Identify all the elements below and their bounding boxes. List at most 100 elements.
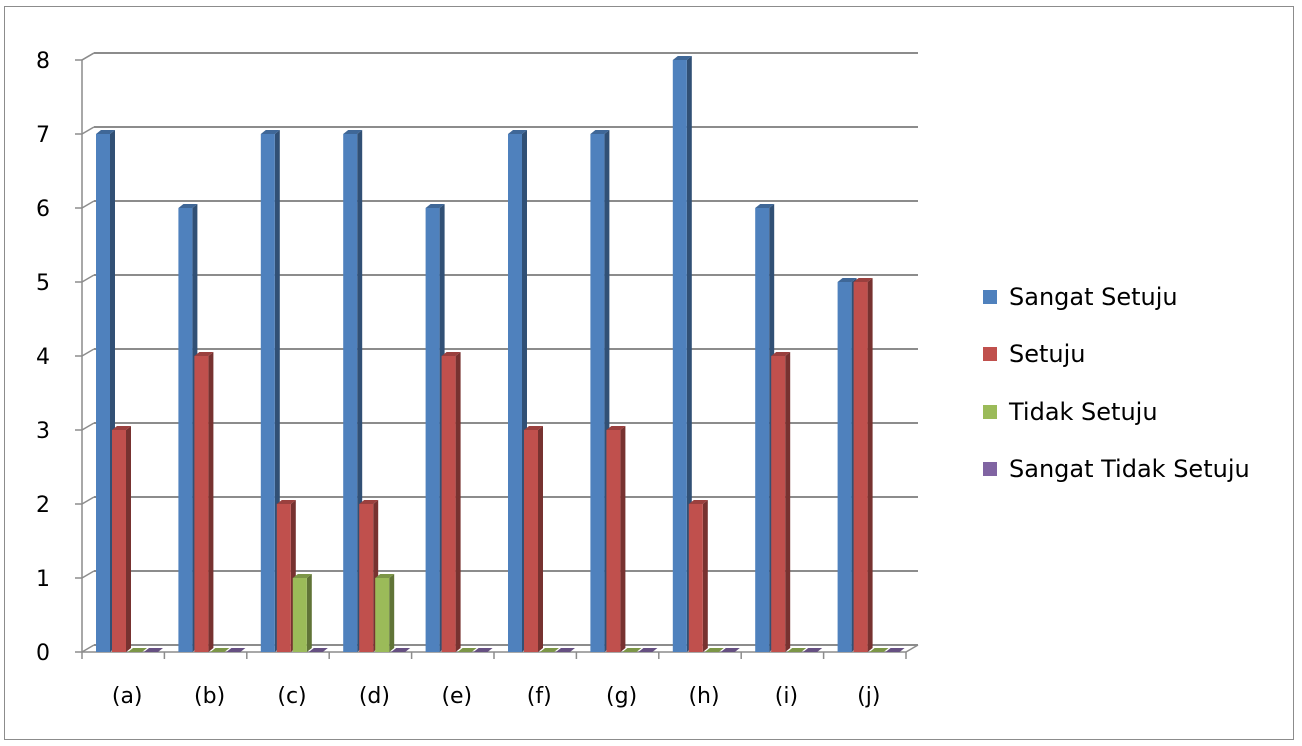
bar-setuju-b: [194, 352, 214, 652]
bar-top: [112, 426, 131, 430]
bar-sangat-tidak-setuju-d: [391, 648, 411, 652]
bar-top: [128, 648, 147, 652]
legend-label: Tidak Setuju: [1009, 397, 1158, 426]
bar-front: [359, 504, 374, 652]
bar-front: [276, 504, 291, 652]
x-axis-depth-right: [905, 644, 919, 653]
bar-tidak-setuju-e: [457, 648, 477, 652]
bar-front: [524, 430, 538, 652]
bar-top: [837, 278, 857, 282]
legend-swatch: [983, 347, 997, 362]
bar-top: [441, 352, 461, 356]
bar-front: [194, 356, 209, 652]
bar-top: [524, 426, 543, 430]
y-tick-label: 2: [36, 493, 50, 518]
bar-front: [343, 134, 358, 652]
legend: Sangat Setuju Setuju Tidak Setuju Sangat…: [983, 268, 1283, 498]
legend-item-sangat-setuju: Sangat Setuju: [983, 268, 1283, 326]
bar-setuju-f: [524, 426, 543, 652]
bar-side: [538, 426, 543, 652]
bar-top: [590, 130, 610, 134]
bar-sangat-tidak-setuju-a: [144, 648, 163, 652]
bar-top: [391, 648, 411, 652]
bar-top: [178, 204, 198, 208]
bar-top: [688, 500, 708, 504]
gridline-depth: [81, 274, 95, 283]
x-tick-label: (j): [857, 684, 880, 709]
gridline-depth: [81, 200, 95, 209]
bar-top: [508, 130, 527, 134]
bar-top: [144, 648, 163, 652]
x-tick-label: (a): [112, 684, 143, 709]
chart-frame: [4, 6, 1294, 740]
bar-front: [441, 356, 456, 652]
x-tick-label: (g): [606, 684, 637, 709]
bar-sangat-setuju-g: [590, 130, 610, 652]
bar-setuju-d: [359, 500, 379, 652]
bar-side: [702, 500, 708, 652]
bar-top: [425, 204, 445, 208]
y-tick-label: 3: [36, 419, 50, 444]
bar-front: [672, 60, 687, 652]
bar-sangat-tidak-setuju-h: [720, 648, 740, 652]
y-tick-label: 5: [36, 271, 50, 296]
bar-top: [771, 352, 791, 356]
bar-side: [389, 574, 395, 652]
bar-side: [867, 278, 873, 652]
bar-top: [343, 130, 363, 134]
bar-sangat-tidak-setuju-b: [226, 648, 246, 652]
bar-front: [375, 578, 390, 652]
bar-top: [853, 278, 873, 282]
bar-setuju-i: [771, 352, 791, 652]
bar-top: [260, 130, 280, 134]
bar-front: [688, 504, 703, 652]
bar-top: [210, 648, 230, 652]
x-tick-label: (b): [194, 684, 225, 709]
gridline-depth: [81, 422, 95, 431]
bar-front: [260, 134, 275, 652]
legend-item-setuju: Setuju: [983, 326, 1283, 384]
bar-side: [455, 352, 461, 652]
bar-top: [457, 648, 477, 652]
x-tick-label: (e): [441, 684, 472, 709]
y-tick-label: 6: [36, 197, 50, 222]
bar-top: [540, 648, 559, 652]
bar-top: [704, 648, 724, 652]
bar-top: [755, 204, 775, 208]
bar-front: [292, 578, 307, 652]
gridline-depth: [81, 52, 95, 61]
bar-top: [359, 500, 379, 504]
bar-sangat-tidak-setuju-g: [638, 648, 658, 652]
bar-front: [96, 134, 110, 652]
bar-top: [194, 352, 214, 356]
bar-top: [226, 648, 246, 652]
bar-sangat-tidak-setuju-i: [803, 648, 823, 652]
bar-top: [606, 426, 626, 430]
bar-sangat-tidak-setuju-c: [308, 648, 328, 652]
bar-setuju-j: [853, 278, 873, 652]
bar-front: [606, 430, 621, 652]
legend-label: Sangat Tidak Setuju: [1009, 455, 1250, 484]
bar-front: [508, 134, 522, 652]
bar-front: [755, 208, 770, 652]
bar-front: [771, 356, 786, 652]
bar-tidak-setuju-b: [210, 648, 230, 652]
bar-top: [622, 648, 642, 652]
bar-side: [126, 426, 131, 652]
bar-tidak-setuju-f: [540, 648, 559, 652]
bar-top: [787, 648, 807, 652]
bar-setuju-g: [606, 426, 626, 652]
x-tick-label: (i): [775, 684, 798, 709]
bar-tidak-setuju-a: [128, 648, 147, 652]
bar-tidak-setuju-h: [704, 648, 724, 652]
gridline-depth: [81, 644, 95, 653]
bar-front: [837, 282, 852, 652]
bar-tidak-setuju-d: [375, 574, 395, 652]
bar-setuju-a: [112, 426, 131, 652]
bar-front: [112, 430, 126, 652]
x-tick-label: (h): [688, 684, 719, 709]
bar-top: [292, 574, 312, 578]
legend-item-sangat-tidak-setuju: Sangat Tidak Setuju: [983, 441, 1283, 499]
bar-front: [590, 134, 605, 652]
legend-swatch: [983, 404, 997, 419]
